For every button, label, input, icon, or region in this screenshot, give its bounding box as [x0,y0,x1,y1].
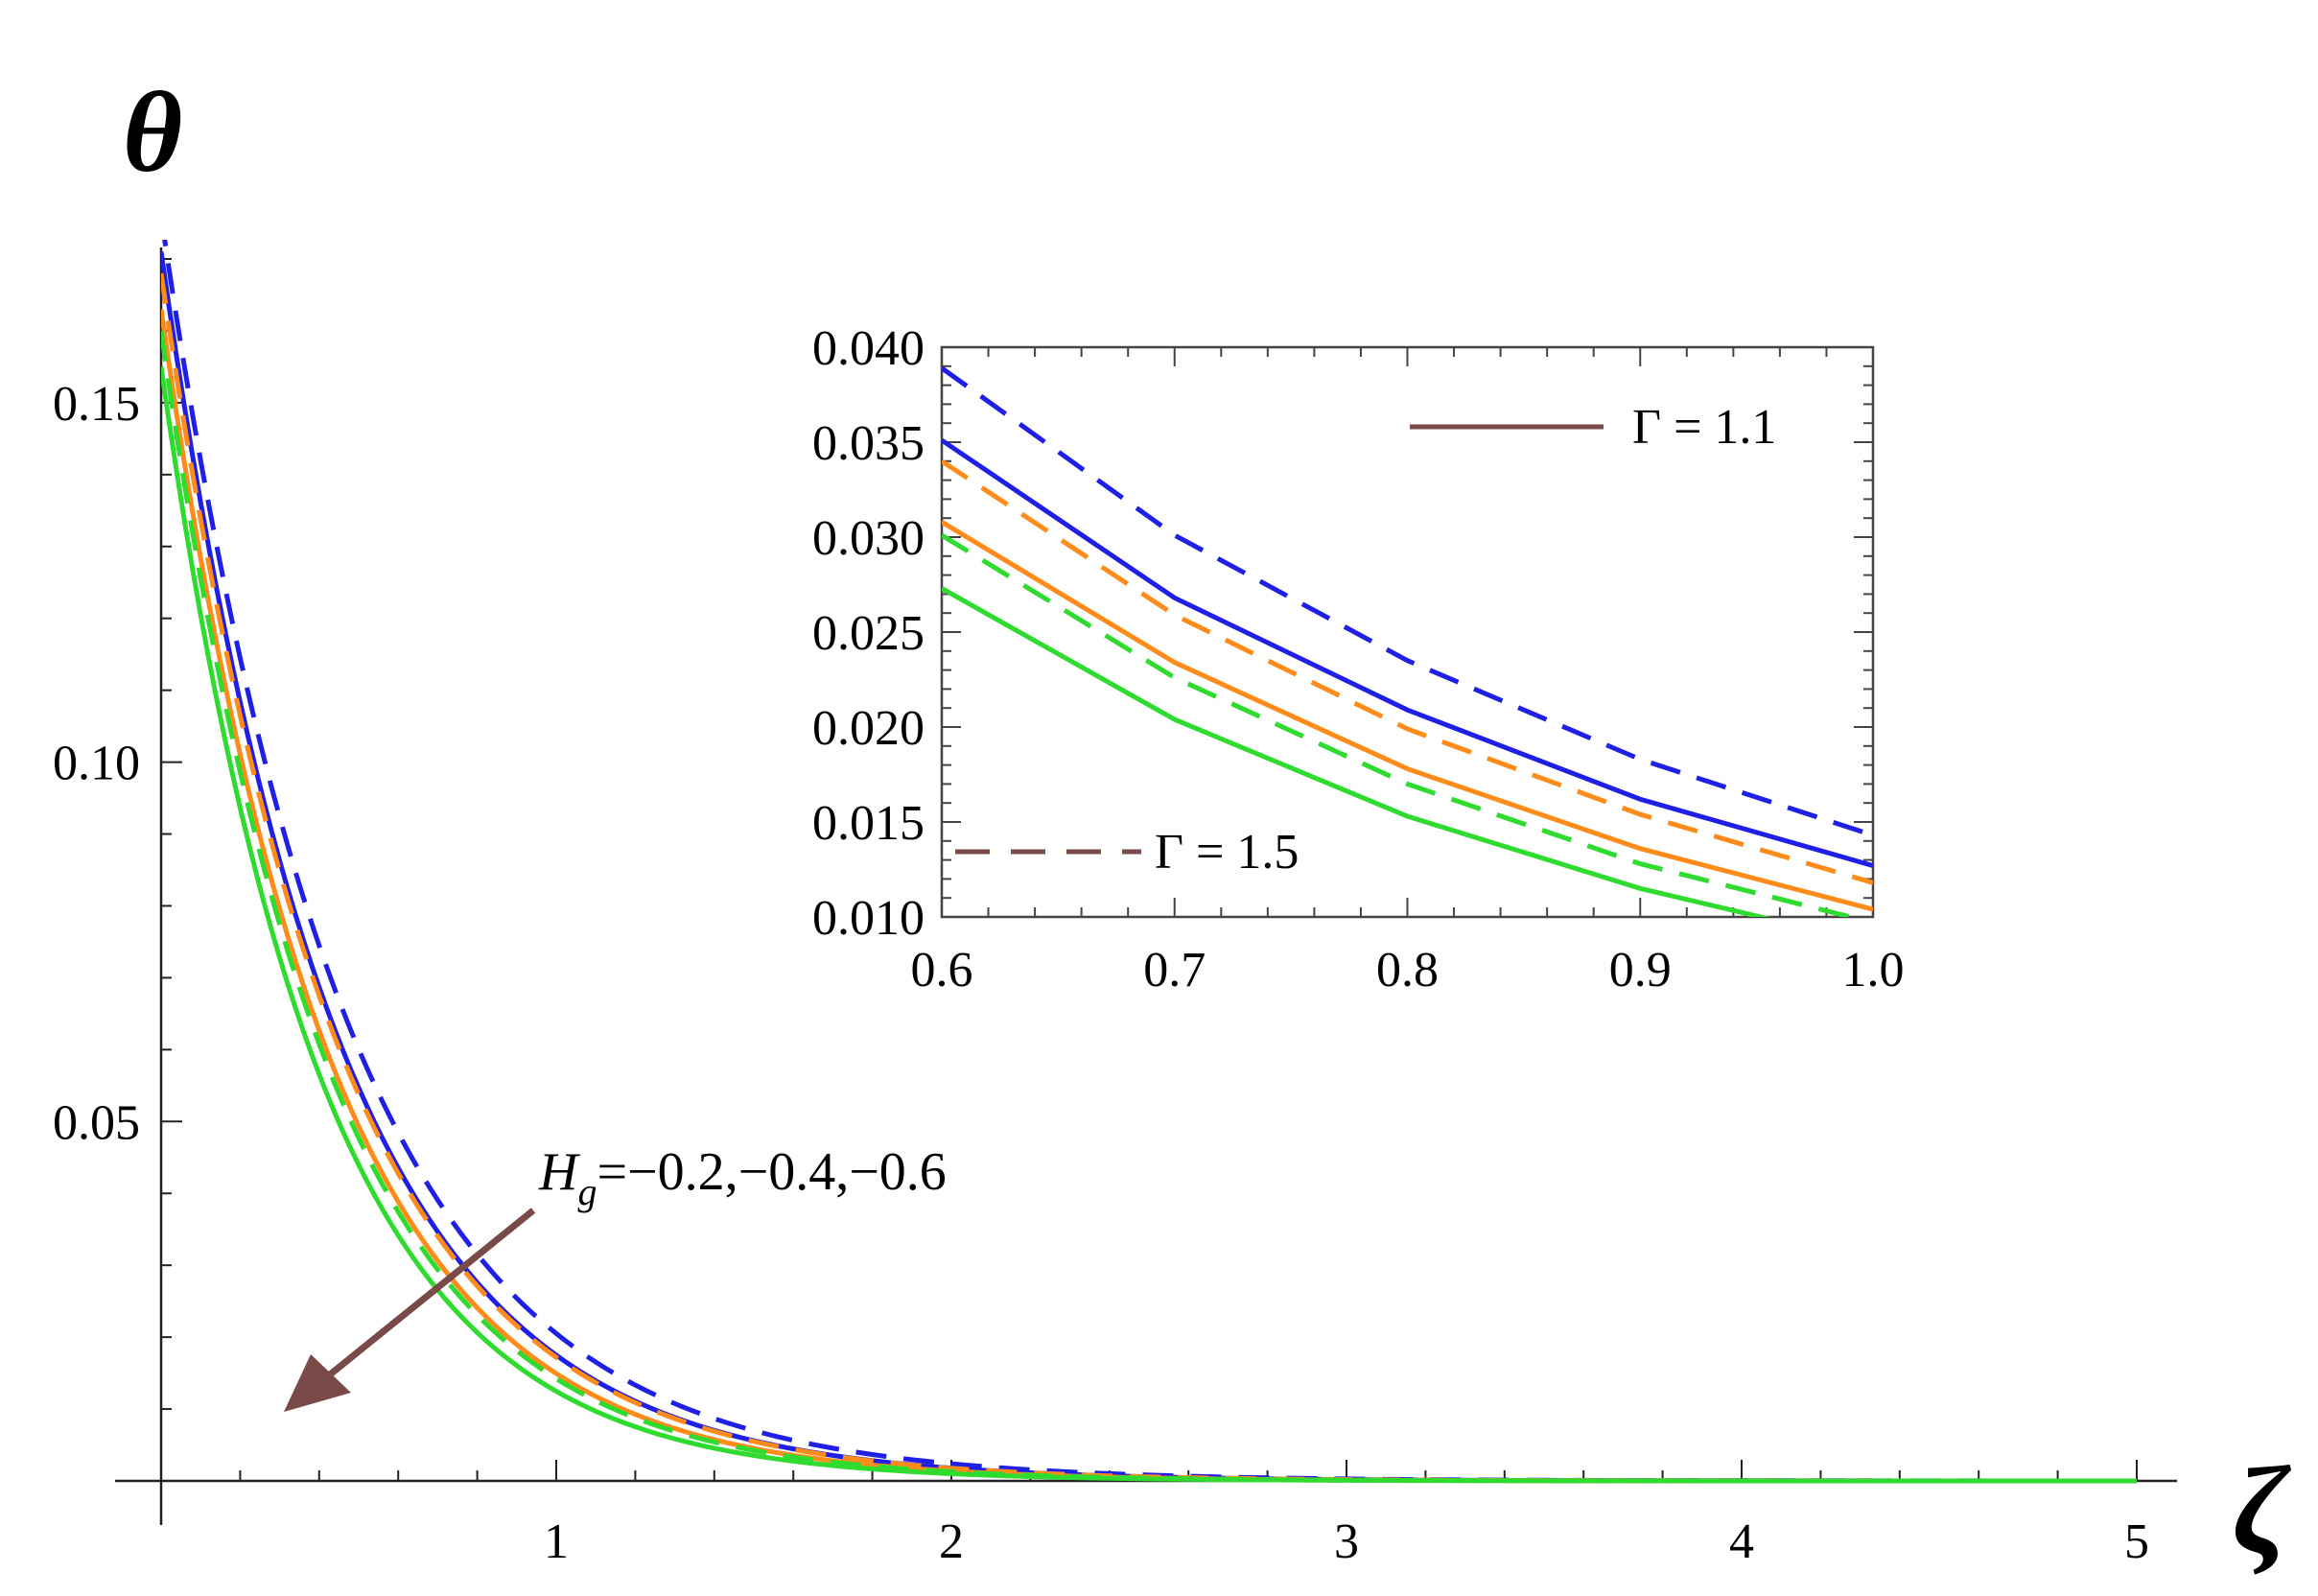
inset-y-tick-label: 0.040 [812,321,925,376]
annotation-symbol: H [538,1142,580,1202]
annotation-arrowhead [284,1354,351,1412]
main-series [161,240,2137,1484]
y-axis-title: θ [123,68,182,196]
inset-series-line-4 [942,520,1873,912]
inset-y-tick-label: 0.025 [812,606,925,661]
inset-series-line-5 [942,532,1861,917]
inset-y-tick-label: 0.015 [812,796,925,851]
inset-series-line-2 [942,437,1873,868]
inset-x-tick-label: 0.8 [1376,943,1439,998]
y-tick-label: 0.15 [53,377,140,432]
inset-legend: Γ = 1.1 Γ = 1.5 [955,400,1776,880]
inset-tick-labels: 0.6 0.7 0.8 0.9 1.0 0.010 0.015 0.020 0.025 0.030… [812,321,1905,998]
inset-ticks [941,346,1874,918]
x-tick-label: 3 [1334,1514,1359,1569]
annotation-label: Hg=−0.2,−0.4,−0.6 [538,1142,947,1213]
inset-series-line-6 [942,586,1771,917]
x-axis-title: ζ [2233,1442,2292,1580]
inset-x-tick-label: 0.9 [1609,943,1672,998]
inset-y-tick-label: 0.035 [812,416,925,471]
y-tick-label: 0.10 [53,737,140,791]
main-tick-labels: 1 2 3 4 5 0.05 0.10 0.15 [53,377,2149,1569]
inset-series-line-1 [942,365,1873,838]
inset-x-tick-label: 0.6 [911,943,973,998]
legend-label-gamma-1-5: Γ = 1.5 [1155,825,1299,880]
x-tick-label: 4 [1729,1514,1754,1569]
main-series-line-6 [161,366,2137,1484]
annotation-arrow-shaft [321,1208,536,1382]
x-tick-label: 2 [939,1514,964,1569]
annotation-subscript: g [577,1170,597,1213]
inset-series [942,365,1873,917]
legend-label-gamma-1-1: Γ = 1.1 [1632,400,1776,455]
y-tick-label: 0.05 [53,1095,140,1150]
x-tick-label: 1 [544,1514,569,1569]
inset-y-tick-label: 0.010 [812,891,925,946]
inset-y-tick-label: 0.020 [812,701,925,756]
inset-x-tick-label: 0.7 [1143,943,1206,998]
annotation-values: =−0.2,−0.4,−0.6 [597,1142,946,1202]
inset-y-tick-label: 0.030 [812,511,925,566]
inset-series-line-3 [942,458,1873,885]
x-tick-label: 5 [2124,1514,2149,1569]
annotation: Hg=−0.2,−0.4,−0.6 [284,1142,947,1412]
inset-x-tick-label: 1.0 [1842,943,1905,998]
